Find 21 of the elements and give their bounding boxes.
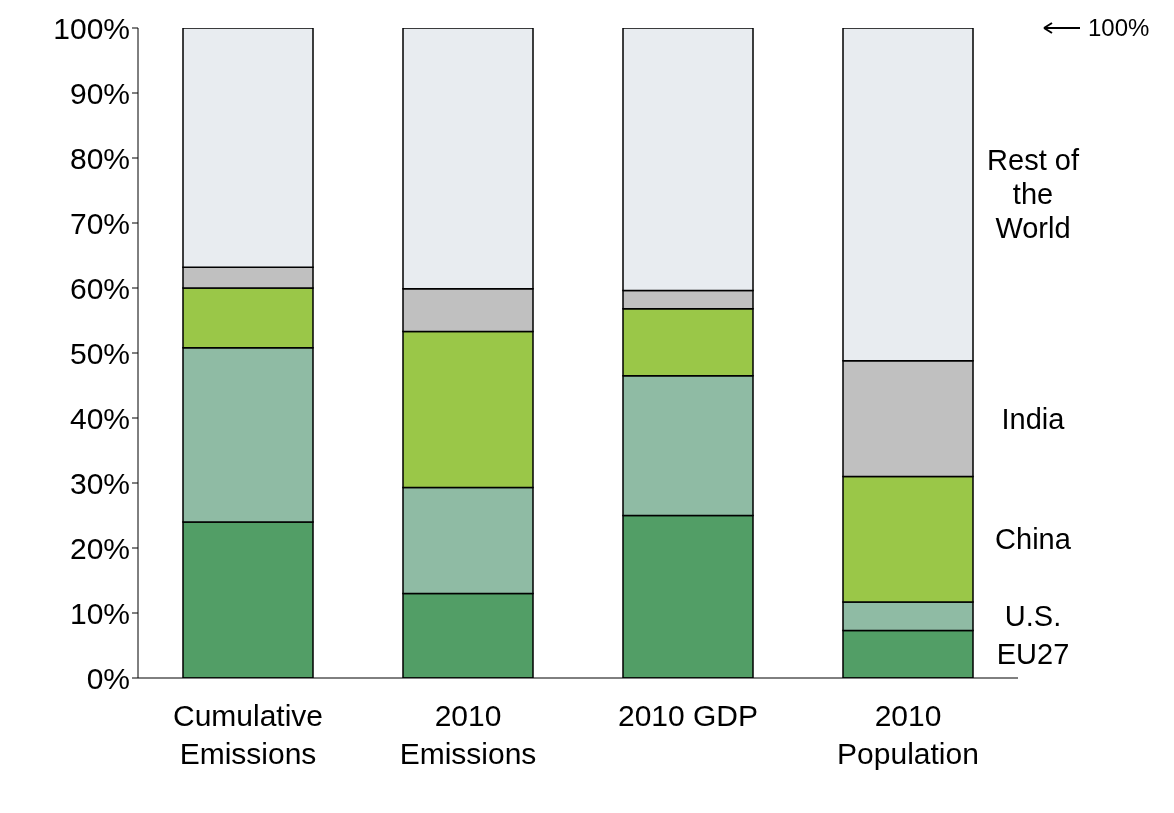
- x-tick-label: Cumulative Emissions: [172, 699, 324, 770]
- x-tick-label: 2010 Population: [837, 699, 979, 770]
- series-label: China: [995, 523, 1072, 556]
- y-tick-label: 70%: [69, 206, 130, 240]
- y-tick-label: 30%: [69, 466, 130, 500]
- y-tick-label: 90%: [69, 76, 130, 110]
- y-tick-label: 100%: [53, 11, 130, 45]
- text: 100%: [1088, 14, 1150, 42]
- y-tick-label: 10%: [69, 596, 130, 630]
- series-label: India: [1001, 402, 1066, 435]
- y-tick-label: 60%: [69, 271, 130, 305]
- y-tick-label: 80%: [69, 141, 130, 175]
- series-label: EU27: [996, 638, 1070, 671]
- y-tick-label: 20%: [69, 531, 130, 565]
- y-tick-label: 50%: [69, 336, 130, 370]
- series-label: U.S.: [1004, 600, 1062, 633]
- x-tick-label: 2010 GDP: [617, 699, 759, 732]
- x-tick-label: 2010 Emissions: [399, 699, 537, 770]
- y-tick-label: 40%: [69, 401, 130, 435]
- series-label: Rest of the World: [987, 144, 1080, 245]
- y-tick-label: 0%: [86, 661, 130, 695]
